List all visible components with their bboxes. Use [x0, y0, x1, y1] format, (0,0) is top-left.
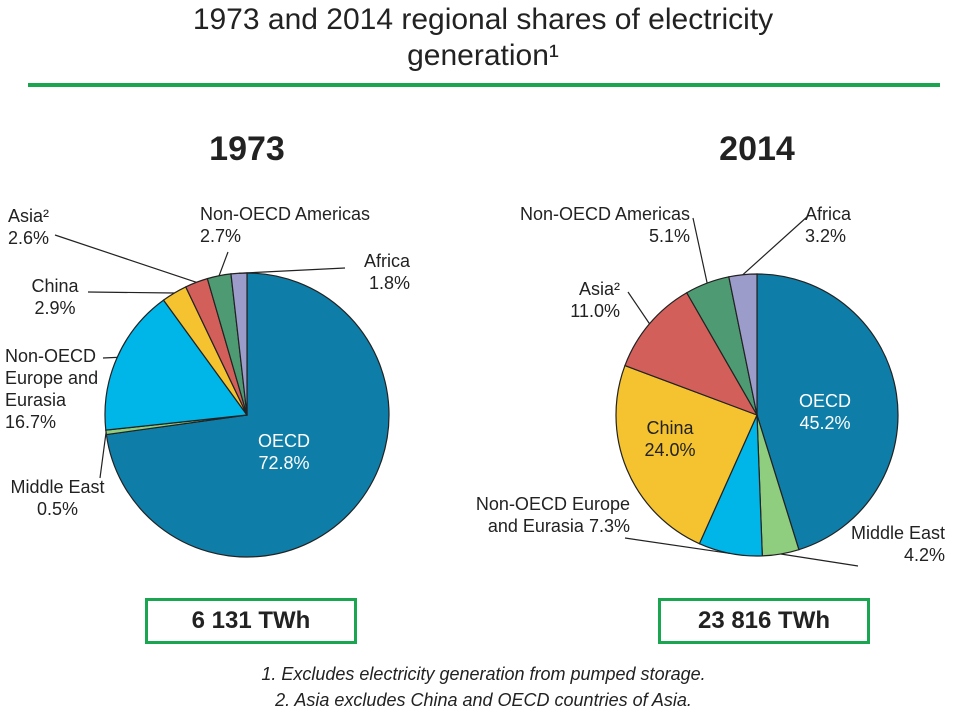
slice-name: Non-OECD Americas — [200, 204, 371, 224]
slice-value: 1.8% — [368, 273, 410, 293]
slice-label: OECD 45.2% — [765, 390, 885, 434]
slice-name: China — [646, 418, 694, 438]
pie-slice — [756, 273, 899, 551]
slice-value: 2.6% — [8, 228, 50, 248]
slice-value: 2.7% — [200, 226, 242, 246]
slice-value: 2.9% — [34, 298, 76, 318]
slice-value: 4.2% — [903, 545, 945, 565]
footnote: 1. Excludes electricity generation from … — [261, 664, 706, 684]
slice-label: Asia² 11.0% — [560, 278, 620, 322]
slice-value: 0.5% — [36, 499, 79, 519]
leader-line — [742, 215, 809, 276]
slice-name: Africa — [363, 251, 410, 271]
slice-label: Non-OECD Europe and Eurasia 7.3% — [460, 493, 630, 537]
slice-label: Non-OECD Europe and Eurasia 16.7% — [5, 345, 105, 433]
slice-name: Asia² — [578, 279, 620, 299]
leader-line — [87, 291, 175, 294]
slice-name: OECD — [798, 391, 851, 411]
slice-label: Middle East 4.2% — [845, 522, 945, 566]
slice-name: Non-OECD Europe and Eurasia — [5, 346, 99, 410]
pie-title: 1973 — [209, 130, 285, 168]
slice-label: Middle East 0.5% — [5, 476, 110, 520]
slice-label: Non-OECD Americas 5.1% — [500, 203, 690, 247]
slice-name: OECD — [257, 431, 310, 451]
slice-value: 3.2% — [805, 226, 847, 246]
slice-label: China 24.0% — [610, 417, 730, 461]
slice-value: 72.8% — [258, 453, 310, 473]
slice-value: 45.2% — [799, 413, 851, 433]
slice-value: 16.7% — [5, 412, 57, 432]
slice-value: 7.3% — [588, 516, 630, 536]
total-box: 6 131 TWh — [145, 598, 357, 644]
leader-line — [102, 356, 118, 359]
leader-line — [54, 234, 197, 283]
leader-line — [692, 217, 708, 284]
slice-name: Non-OECD Americas — [519, 204, 690, 224]
chart-title: 1973 and 2014 regional shares of electri… — [192, 3, 774, 72]
slice-value: 11.0% — [570, 301, 620, 321]
slice-label: OECD 72.8% — [224, 430, 344, 474]
slice-label: Africa 3.2% — [805, 203, 885, 247]
slice-label: China 2.9% — [20, 275, 90, 319]
leader-line — [99, 432, 107, 479]
leader-line — [627, 291, 650, 325]
slice-name: Asia² — [8, 206, 50, 226]
slice-label: Non-OECD Americas 2.7% — [200, 203, 390, 247]
slice-name: Africa — [805, 204, 852, 224]
slice-label: Africa 1.8% — [330, 250, 410, 294]
pie-slice — [104, 299, 249, 431]
leader-line — [238, 267, 346, 274]
slice-name: Middle East — [850, 523, 945, 543]
slice-name: China — [31, 276, 79, 296]
pie-title: 2014 — [719, 130, 795, 168]
leader-line — [624, 537, 731, 555]
slice-name: Non-OECD Europe and Eurasia — [475, 494, 630, 536]
pie-slice — [615, 364, 758, 545]
total-box: 23 816 TWh — [658, 598, 870, 644]
leader-line — [218, 251, 229, 276]
slice-name: Middle East — [10, 477, 105, 497]
slice-value: 24.0% — [644, 440, 696, 460]
slice-value: 5.1% — [648, 226, 690, 246]
leader-line — [780, 553, 859, 567]
slice-label: Asia² 2.6% — [8, 205, 68, 249]
footnote: 2. Asia excludes China and OECD countrie… — [275, 690, 692, 710]
